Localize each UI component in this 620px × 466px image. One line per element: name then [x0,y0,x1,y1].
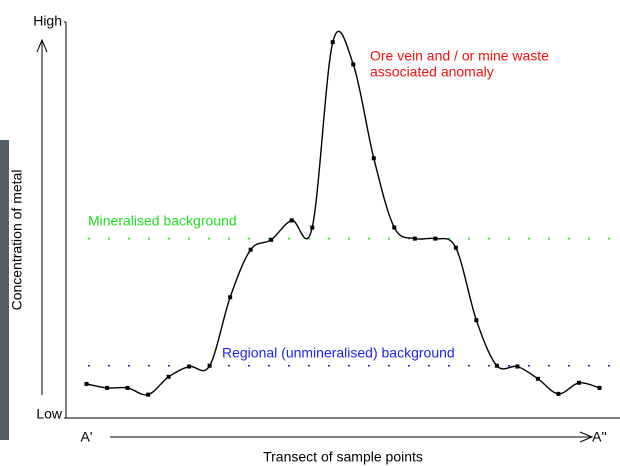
data-point [494,363,499,368]
x-arrow-head [579,431,594,443]
data-point [556,391,561,396]
annotation: associated anomaly [370,64,494,80]
data-point [371,156,376,161]
x-tick-label: A' [81,429,93,445]
data-point [515,364,520,369]
x-axis-title: Transect of sample points [263,449,423,465]
data-point [392,225,397,230]
y-tick-label: Low [36,406,63,422]
x-tick-label: A'' [592,429,607,445]
data-point [207,363,212,368]
data-point [453,245,458,250]
data-point [597,385,602,390]
data-point [289,218,294,223]
data-point [125,385,130,390]
data-line [86,30,600,396]
reference-label: Mineralised background [88,212,237,228]
data-point [84,381,89,386]
data-point [228,295,233,300]
data-point [248,247,253,252]
y-tick-label: High [33,13,62,29]
data-point [474,318,479,323]
data-point [146,392,151,397]
data-point [330,40,335,45]
data-point [576,380,581,385]
data-point [187,364,192,369]
data-point [535,376,540,381]
data-point [412,236,417,241]
data-point [166,374,171,379]
y-axis-title: Concentration of metal [9,170,25,311]
photo-edge [0,140,9,440]
data-point [105,385,110,390]
y-arrow-head [36,38,48,53]
reference-label: Regional (unmineralised) background [222,344,455,360]
data-point [269,237,274,242]
data-point [433,236,438,241]
annotation: Ore vein and / or mine waste [370,48,549,64]
data-point [310,225,315,230]
data-point [351,62,356,67]
